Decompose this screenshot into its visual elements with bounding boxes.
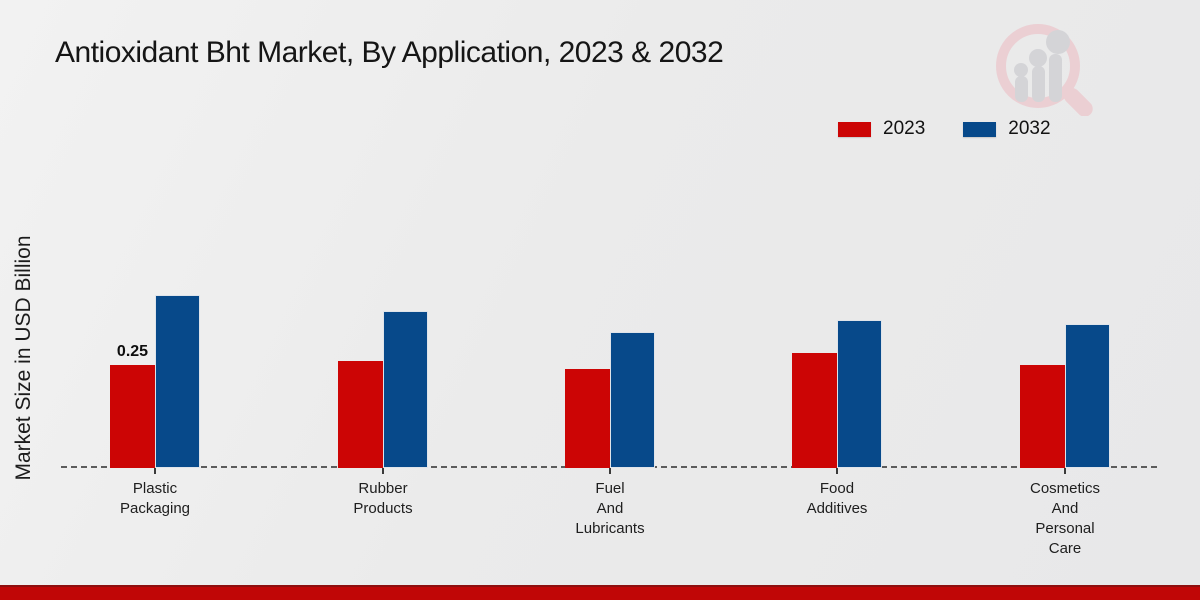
bar-value-label-2023-plastic: 0.25 — [116, 343, 149, 360]
x-category-label-rubber: Rubber Products — [353, 480, 413, 517]
magnifier-bar-chart-logo-icon — [996, 24, 1093, 116]
legend-label: 2032 — [1008, 118, 1051, 139]
x-category-label-fuel: Fuel And Lubricants — [575, 480, 645, 537]
bar-2032-fuel — [610, 332, 655, 468]
legend-item-2023: 2023 — [838, 118, 925, 140]
x-category-label-food: Food Additives — [806, 480, 868, 517]
bar-2032-food — [837, 320, 882, 468]
legend-label: 2023 — [883, 118, 926, 139]
bottom-accent-band — [0, 585, 1200, 600]
legend-swatch-icon — [963, 121, 997, 137]
bar-2023-fuel — [565, 369, 610, 468]
bar-2023-plastic — [110, 365, 155, 468]
legend: 2023 2032 — [838, 118, 1051, 140]
bar-2023-food — [792, 353, 837, 468]
bar-2023-cosmetics — [1020, 365, 1065, 468]
bar-2023-rubber — [338, 361, 383, 468]
x-axis-tick — [609, 468, 611, 474]
chart-title: Antioxidant Bht Market, By Application, … — [55, 36, 724, 69]
y-axis-label: Market Size in USD Billion — [12, 235, 35, 481]
x-category-label-plastic: Plastic Packaging — [119, 480, 191, 517]
legend-item-2032: 2032 — [963, 118, 1051, 140]
x-axis-tick — [836, 468, 838, 474]
x-axis-tick — [382, 468, 384, 474]
x-axis-tick — [1064, 468, 1066, 474]
x-category-label-cosmetics: Cosmetics And Personal Care — [1029, 480, 1100, 557]
legend-swatch-icon — [838, 121, 871, 137]
x-axis-tick — [154, 468, 156, 474]
bar-2032-plastic — [155, 295, 200, 468]
bar-2032-cosmetics — [1065, 324, 1110, 468]
bar-2032-rubber — [383, 311, 428, 468]
